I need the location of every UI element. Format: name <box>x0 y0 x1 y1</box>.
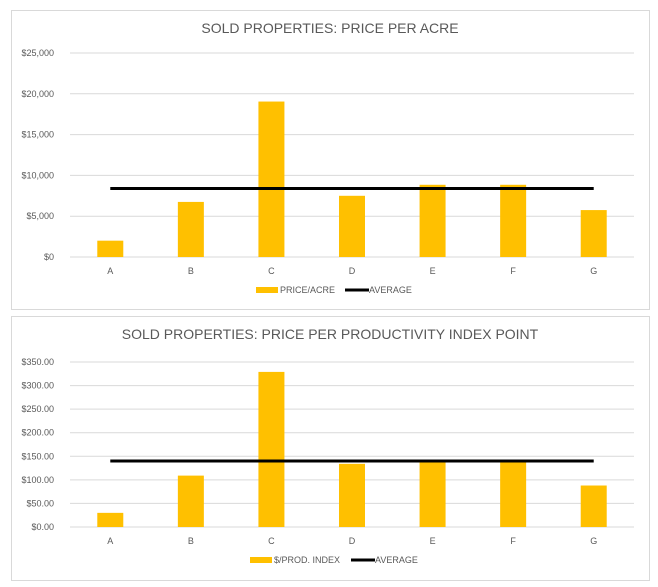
legend-line-label: AVERAGE <box>375 555 418 565</box>
price-per-index-chart: SOLD PROPERTIES: PRICE PER PRODUCTIVITY … <box>11 316 650 581</box>
y-tick-label: $25,000 <box>21 48 54 58</box>
y-tick-label: $200.00 <box>21 428 54 438</box>
x-tick-label: F <box>510 536 516 546</box>
bar <box>258 371 285 527</box>
bar <box>177 475 204 527</box>
legend-bar-label: $/PROD. INDEX <box>274 555 340 565</box>
bar <box>500 184 527 257</box>
chart-title: SOLD PROPERTIES: PRICE PER PRODUCTIVITY … <box>122 326 539 342</box>
x-tick-label: A <box>107 266 113 276</box>
bar <box>258 101 285 257</box>
y-tick-label: $0.00 <box>31 522 54 532</box>
x-tick-label: E <box>430 536 436 546</box>
chart-title: SOLD PROPERTIES: PRICE PER ACRE <box>201 20 458 36</box>
bar <box>339 195 365 257</box>
y-tick-label: $300.00 <box>21 381 54 391</box>
y-tick-label: $0 <box>44 252 54 262</box>
y-tick-label: $20,000 <box>21 89 54 99</box>
x-tick-label: G <box>590 536 597 546</box>
legend-bar-swatch <box>250 557 272 563</box>
bar <box>500 462 527 527</box>
bar <box>419 462 446 527</box>
x-tick-label: A <box>107 536 113 546</box>
y-tick-label: $350.00 <box>21 357 54 367</box>
bar <box>97 240 124 257</box>
bar <box>97 512 124 527</box>
bar <box>339 463 365 527</box>
bar <box>580 485 607 527</box>
bar <box>177 201 204 257</box>
y-tick-label: $5,000 <box>26 211 54 221</box>
y-tick-label: $250.00 <box>21 404 54 414</box>
legend-bar-label: PRICE/ACRE <box>280 285 335 295</box>
y-tick-label: $50.00 <box>26 498 54 508</box>
chart-svg: SOLD PROPERTIES: PRICE PER ACRE $0 $5,000 $… <box>21 20 634 295</box>
price-per-acre-chart: SOLD PROPERTIES: PRICE PER ACRE $0 $5,000 $… <box>11 10 650 310</box>
bar <box>419 184 446 257</box>
x-tick-label: F <box>510 266 516 276</box>
y-tick-label: $100.00 <box>21 475 54 485</box>
chart-svg: SOLD PROPERTIES: PRICE PER PRODUCTIVITY … <box>21 326 634 565</box>
x-tick-label: B <box>188 266 194 276</box>
bar <box>580 210 607 257</box>
x-tick-label: B <box>188 536 194 546</box>
x-tick-label: D <box>349 266 356 276</box>
legend-bar-swatch <box>256 287 278 293</box>
x-tick-label: C <box>268 266 275 276</box>
y-tick-label: $150.00 <box>21 451 54 461</box>
x-tick-label: G <box>590 266 597 276</box>
x-tick-label: D <box>349 536 356 546</box>
legend-line-label: AVERAGE <box>369 285 412 295</box>
y-tick-label: $10,000 <box>21 170 54 180</box>
x-tick-label: E <box>430 266 436 276</box>
x-tick-label: C <box>268 536 275 546</box>
y-tick-label: $15,000 <box>21 130 54 140</box>
